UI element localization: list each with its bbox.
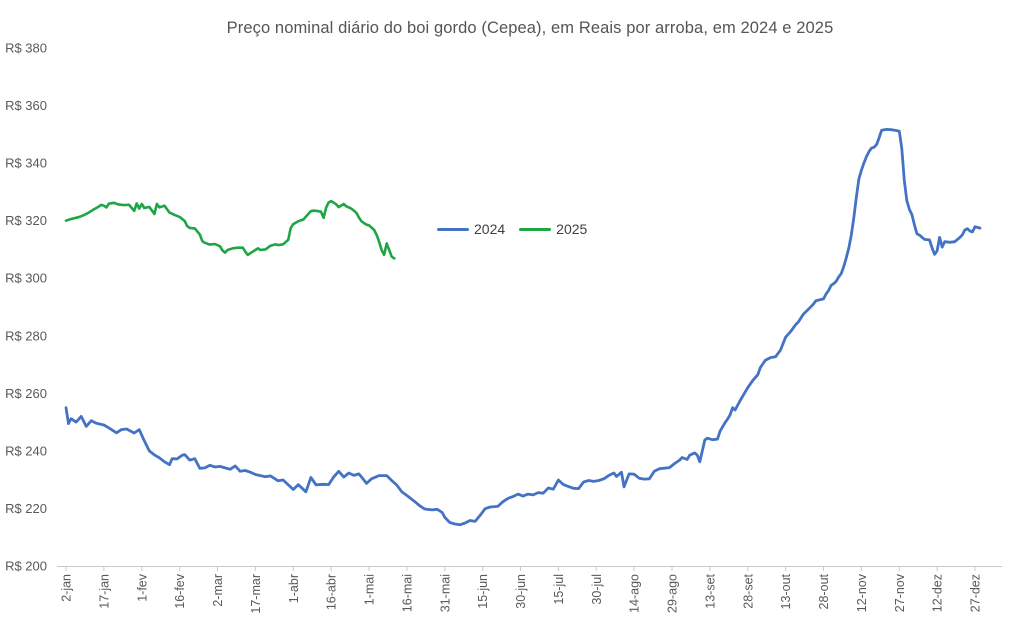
- x-axis-tick-label: 1-abr: [287, 574, 301, 603]
- y-axis-tick-label: R$ 360: [5, 98, 47, 113]
- y-axis-tick-label: R$ 340: [5, 156, 47, 171]
- x-axis-tick-label: 2-mar: [211, 574, 225, 607]
- y-axis-tick-label: R$ 320: [5, 213, 47, 228]
- y-axis-tick-label: R$ 220: [5, 501, 47, 516]
- x-axis-tick-label: 28-out: [817, 573, 831, 609]
- x-axis-tick-label: 2-jan: [60, 574, 74, 602]
- legend-item-2025: 2025: [519, 221, 587, 237]
- x-axis-tick-label: 31-mai: [438, 574, 452, 612]
- x-axis-tick-label: 1-fev: [135, 573, 149, 602]
- x-axis-tick-label: 29-ago: [666, 574, 680, 613]
- x-axis-tick-label: 27-dez: [969, 574, 983, 612]
- x-axis-tick-label: 16-mai: [400, 574, 414, 612]
- x-axis-tick-label: 30-jul: [590, 574, 604, 605]
- y-axis-tick-label: R$ 200: [5, 559, 47, 574]
- x-axis-tick-label: 27-nov: [893, 573, 907, 612]
- x-axis-tick-label: 14-ago: [628, 574, 642, 613]
- x-axis-tick-label: 13-set: [703, 573, 717, 608]
- x-axis-tick-label: 1-mai: [363, 574, 377, 605]
- x-axis-tick-label: 30-jun: [514, 574, 528, 609]
- y-axis-tick-label: R$ 280: [5, 328, 47, 343]
- x-axis-tick-label: 17-jan: [97, 574, 111, 609]
- x-axis-tick-label: 16-abr: [325, 574, 339, 610]
- y-axis-tick-label: R$ 240: [5, 443, 47, 458]
- chart-title: Preço nominal diário do boi gordo (Cepea…: [226, 19, 834, 37]
- x-axis-tick-label: 16-fev: [173, 573, 187, 608]
- y-axis-tick-label: R$ 260: [5, 386, 47, 401]
- legend-item-2024: 2024: [437, 221, 505, 237]
- legend-label-2024: 2024: [474, 221, 506, 237]
- chart-legend: 2024 2025: [437, 221, 587, 237]
- series-line-2025: [64, 199, 396, 260]
- x-axis-tick-label: 28-set: [741, 573, 755, 608]
- legend-line-swatch-2025: [519, 227, 552, 231]
- x-axis-tick-label: 12-dez: [931, 574, 945, 612]
- x-axis-tick-label: 15-jul: [552, 574, 566, 605]
- y-axis-tick-label: R$ 300: [5, 271, 47, 286]
- x-axis-tick-label: 15-jun: [476, 574, 490, 609]
- x-axis-tick-label: 13-out: [779, 573, 793, 609]
- x-axis-tick-label: 17-mar: [249, 574, 263, 614]
- series-line-2024: [64, 127, 982, 527]
- legend-label-2025: 2025: [556, 221, 588, 237]
- legend-line-swatch-2024: [437, 227, 469, 231]
- y-axis-tick-label: R$ 380: [5, 41, 47, 56]
- x-axis-tick-label: 12-nov: [855, 573, 869, 612]
